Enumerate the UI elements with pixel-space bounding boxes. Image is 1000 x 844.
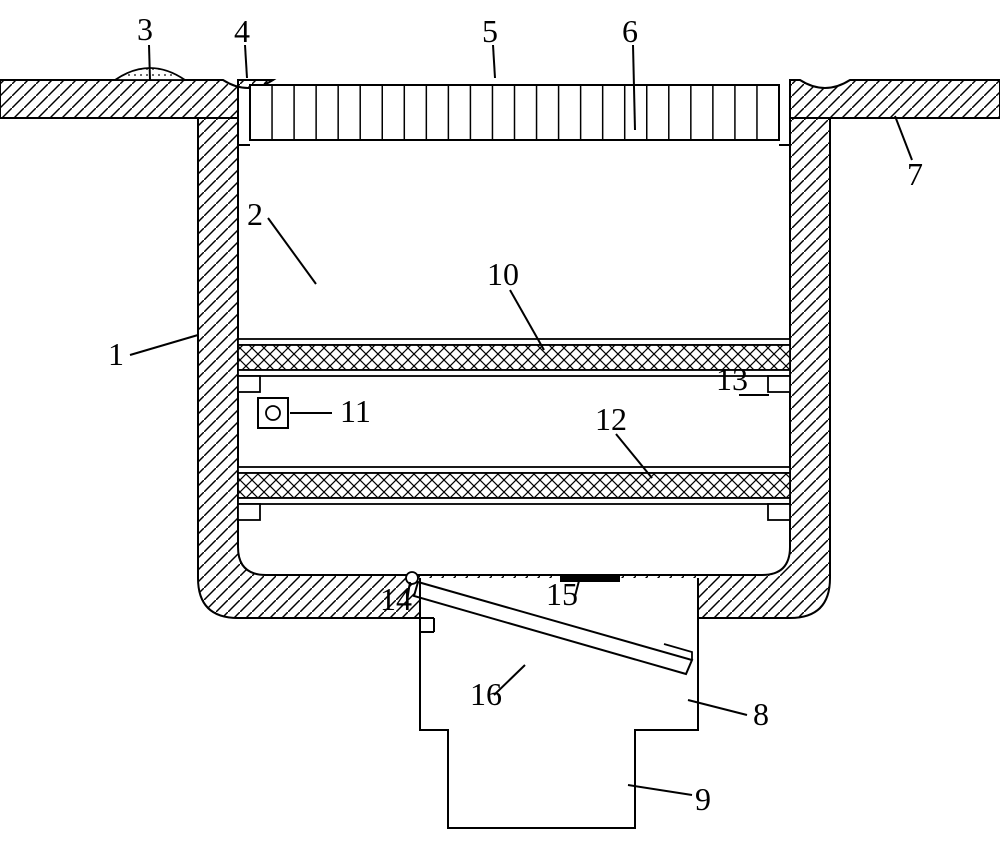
pump [258, 398, 288, 428]
drain-pipe [420, 578, 698, 828]
label-3: 3 [137, 11, 153, 47]
leader-5 [493, 45, 495, 78]
bracket [238, 376, 260, 392]
label-13: 13 [716, 361, 748, 397]
label-9: 9 [695, 781, 711, 817]
label-11: 11 [340, 393, 371, 429]
label-2: 2 [247, 196, 263, 232]
label-8: 8 [753, 696, 769, 732]
leader-4 [245, 45, 247, 78]
ground-right [790, 80, 1000, 118]
bracket [238, 504, 260, 520]
ground-left [0, 80, 273, 118]
bracket [768, 504, 790, 520]
label-16: 16 [470, 676, 502, 712]
label-15: 15 [546, 576, 578, 612]
mesh-upper [238, 345, 790, 370]
label-6: 6 [622, 13, 638, 49]
label-5: 5 [482, 13, 498, 49]
label-1: 1 [108, 336, 124, 372]
leader-7 [895, 116, 912, 160]
mesh-lower [238, 473, 790, 498]
leader-1 [130, 335, 198, 355]
label-10: 10 [487, 256, 519, 292]
drawing: 12345678910111213141516 [0, 11, 1000, 828]
leader-9 [628, 785, 692, 795]
bracket [768, 376, 790, 392]
label-4: 4 [234, 13, 250, 49]
diagram-root: 12345678910111213141516 [0, 0, 1000, 844]
label-7: 7 [907, 156, 923, 192]
label-12: 12 [595, 401, 627, 437]
leader-3 [149, 45, 150, 80]
